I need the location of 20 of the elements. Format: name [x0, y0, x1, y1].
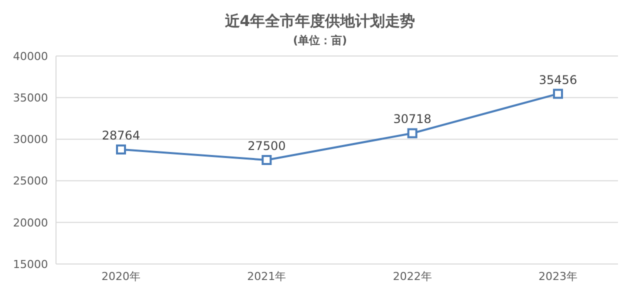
chart-subtitle: (单位：亩) [292, 33, 348, 48]
point [553, 88, 563, 99]
y-tick-label: 25000 [13, 174, 48, 188]
data-label: 27500 [248, 139, 286, 153]
y-tick-label: 30000 [13, 133, 48, 146]
x-tick-label: 2023年 [538, 270, 578, 283]
data-label: 35456 [538, 72, 578, 87]
point [116, 144, 126, 154]
x-tick-label: 2020年 [102, 270, 140, 283]
y-tick-label: 15000 [13, 258, 48, 271]
data-label: 28764 [102, 128, 140, 142]
data-label: 30718 [393, 112, 432, 126]
chart-title: 近4年全市年度供地计划走势 [224, 12, 416, 31]
x-tick-label: 2022年 [392, 270, 432, 283]
x-tick-label: 2021年 [247, 270, 286, 283]
y-tick-label: 40000 [13, 50, 48, 63]
y-tick-label: 35000 [13, 92, 48, 105]
point [407, 128, 418, 138]
y-tick-label: 20000 [13, 216, 48, 230]
point [262, 155, 272, 165]
